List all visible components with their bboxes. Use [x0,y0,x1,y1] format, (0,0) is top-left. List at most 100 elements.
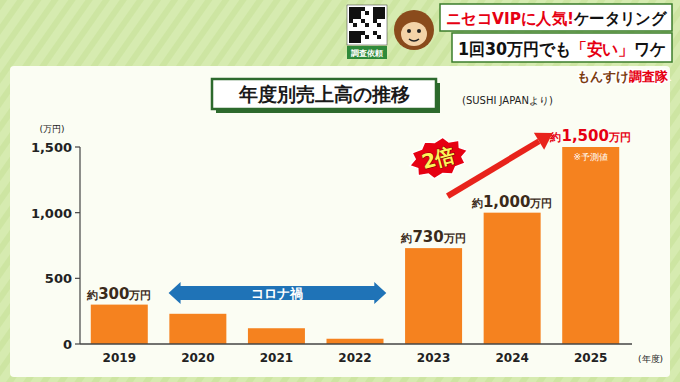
data-label: 約730万円 [400,228,465,246]
data-label-part: 万円 [529,197,552,210]
qr-cell [381,15,385,19]
qr-cell [365,35,369,39]
data-label: 約1,500万円 [549,127,630,145]
bar [91,305,148,344]
mascot-eye [417,29,421,33]
qr-cell [357,31,361,35]
y-tick [75,278,80,279]
headline-box [452,33,672,62]
title: 年度別売上高の推移 [238,83,410,105]
mascot-face [401,22,427,46]
qr-frame [347,5,387,45]
logo-segment: もんすけ [577,69,629,84]
mascot [394,10,434,50]
x-axis [80,343,632,345]
title-box [212,79,436,109]
qr-cell [373,7,377,11]
badge [405,132,473,184]
qr-cell [377,23,381,27]
annotation: 2倍 [419,142,458,174]
growth-arrow-head [534,133,553,150]
logo-segment: 調査隊 [629,69,669,84]
panel [10,66,670,377]
data-label-part: 万円 [128,289,151,302]
x-tick-label: 2024 [495,351,528,365]
qr-cell [357,7,361,11]
qr-cell [353,7,357,11]
data-label: 約1,000万円 [471,193,552,211]
qr-cell [377,15,381,19]
data-label-part: 約 [86,289,98,302]
qr-cell [349,11,353,15]
data-label-part: 300 [98,285,129,303]
mascot-eye [407,29,411,33]
qr-cell [365,11,369,15]
headline-box [440,4,672,31]
background [0,0,680,382]
annotation: ※予測値 [573,152,608,162]
qr-cell [353,31,357,35]
bar [484,213,541,344]
bar [405,248,462,344]
mascot-head [394,10,434,50]
qr-cell [361,19,365,23]
qr-cell [377,11,381,15]
x-axis-label: (年度) [638,354,663,364]
qr-cell [357,39,361,43]
data-label-part: 約 [471,197,483,210]
qr-cell [349,7,353,11]
headline: ニセコVIPに人気!ケータリング [446,9,667,28]
data-label: 約300万円 [86,285,151,303]
qr-cell [349,35,353,39]
qr-cell [349,39,353,43]
qr-cell [361,7,365,11]
y-axis-label: (万円) [39,124,64,134]
mascot-mouth [409,39,419,41]
y-tick [75,343,80,344]
qr-cell [357,11,361,15]
bar [562,147,619,344]
qr-cell [361,31,365,35]
y-tick-label: 500 [45,271,72,286]
headline-segment: 「安い」 [571,39,635,59]
y-axis [79,147,80,344]
x-tick-label: 2019 [103,351,136,365]
qr-cell [349,15,353,19]
data-label-part: 約 [549,131,561,144]
headline-segment: 1回30万円でも [458,39,571,59]
qr-cell [381,11,385,15]
data-label-part: 730 [412,228,443,246]
x-tick-label: 2023 [417,351,450,365]
qr-cell [353,15,357,19]
qr-caption-box [347,46,387,59]
subtitle: (SUSHI JAPANより) [462,95,553,106]
qr-cell [357,35,361,39]
data-label-part: 万円 [443,232,466,245]
headline: 1回30万円でも「安い」ワケ [458,39,666,59]
headline-segment: ケータリング [573,9,667,28]
qr-cell [349,31,353,35]
headline-segment: ニセコVIPに人気! [446,9,574,28]
corona-arrow [169,282,387,304]
y-tick-label: 0 [63,337,72,352]
y-tick [75,212,80,213]
logo: もんすけ調査隊 [577,69,669,84]
qr-cell [373,31,377,35]
qr-cell [353,11,357,15]
data-label-part: 1,500 [561,127,608,145]
qr-cell [377,7,381,11]
x-tick-label: 2022 [338,351,371,365]
qr-cell [365,23,369,27]
annotation-arrow [169,282,387,304]
y-tick-label: 1,500 [31,140,72,155]
qr-cell [353,35,357,39]
chart-canvas: 調査依頼 ニセコVIPに人気!ケータリング 1回30万円でも「安い」ワケもんすけ調査… [0,0,680,382]
qr-caption: 調査依頼 [351,49,383,58]
x-tick-label: 2021 [260,351,293,365]
bar [327,339,384,344]
qr-cell [349,19,353,23]
x-tick-label: 2025 [574,351,607,365]
y-tick [75,146,80,147]
data-label-part: 1,000 [483,193,530,211]
qr-cell [357,15,361,19]
